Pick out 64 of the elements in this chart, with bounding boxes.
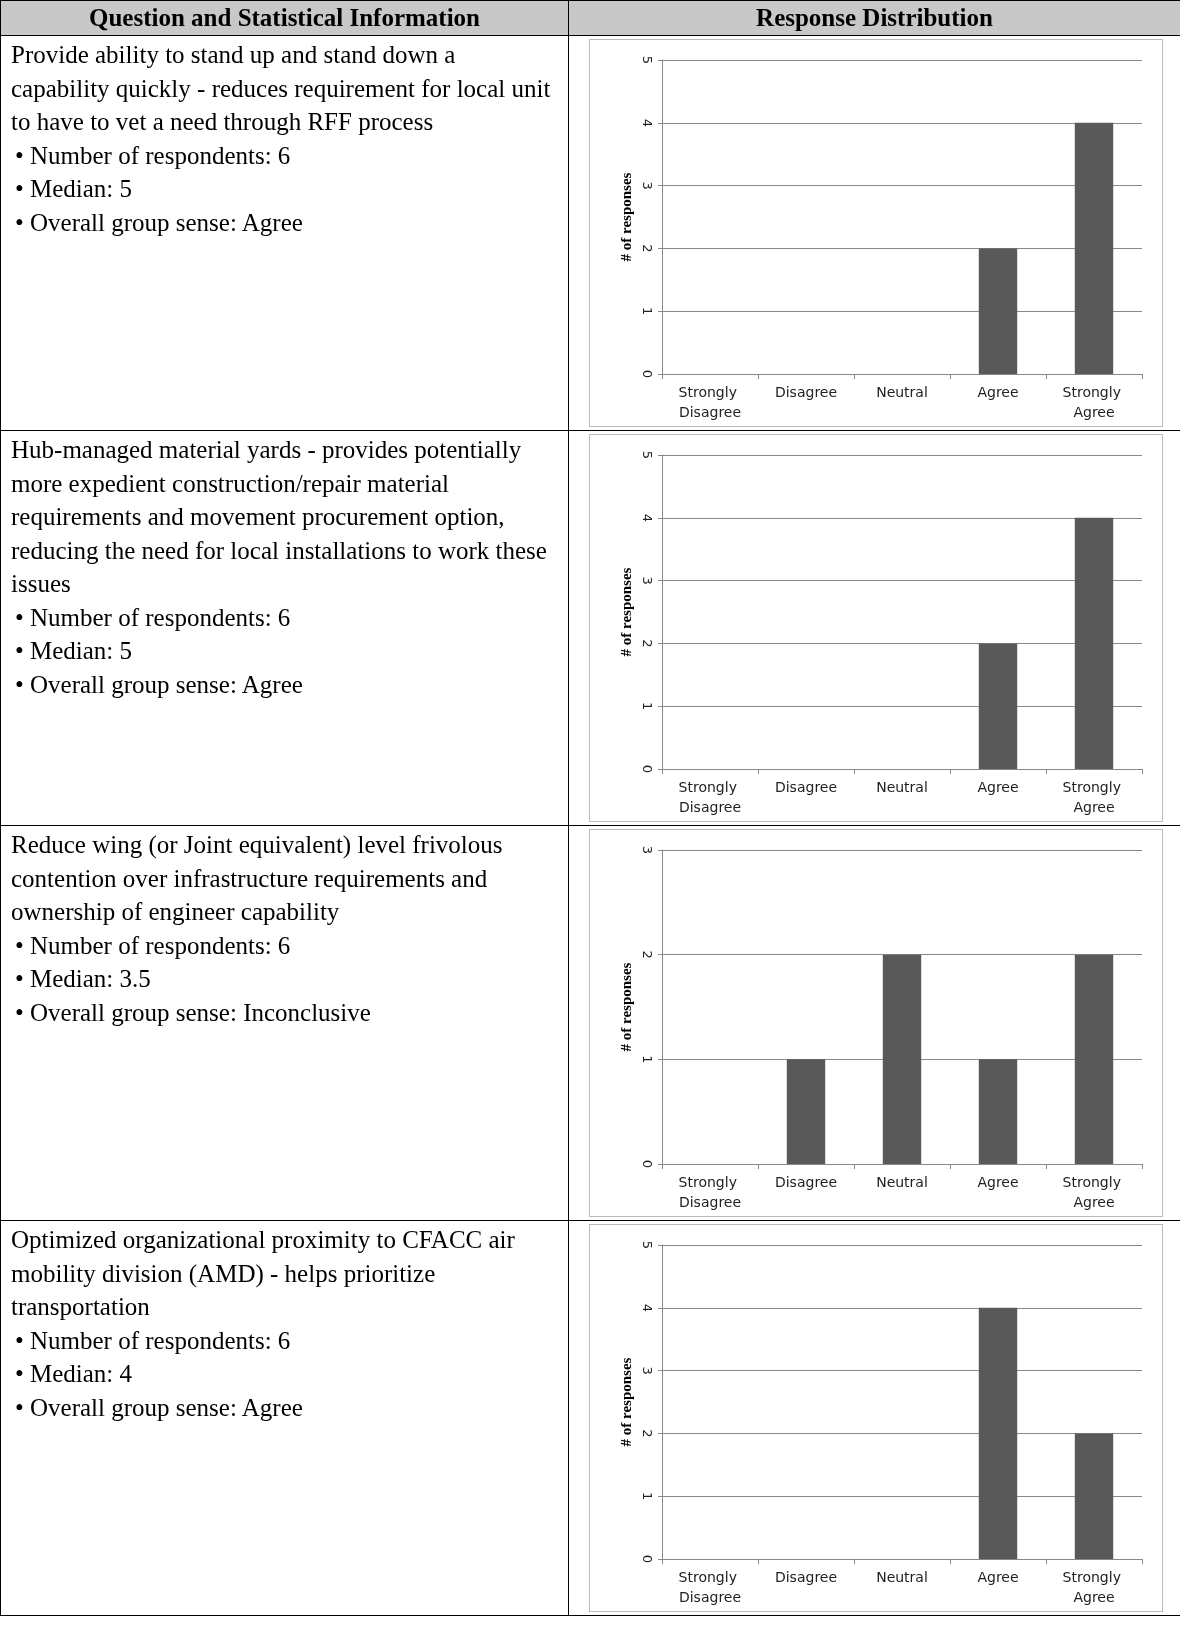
text: • Overall group sense: Inconclusive	[15, 997, 372, 1028]
x-tick-label: Disagree	[774, 779, 838, 795]
y-axis-title: # of responses	[617, 567, 634, 657]
x-tick-label: Strongly Disagree	[678, 779, 742, 815]
text: Optimized organizational proximity to CFACC air mobility division (AMD) - helps prioritize transportation	[11, 1225, 516, 1322]
y-tick-label: 0	[640, 1554, 655, 1564]
x-tick-label: Agree	[977, 1174, 1019, 1190]
x-tick-label: Strongly Agree	[1062, 779, 1126, 815]
y-tick-label: 4	[640, 118, 655, 127]
y-tick-label: 2	[640, 639, 655, 648]
text: • Number of respondents: 6	[15, 930, 292, 961]
text: • Median: 4	[15, 1359, 134, 1389]
x-tick-label: Neutral	[876, 384, 928, 400]
y-axis-title: # of responses	[617, 1357, 634, 1447]
x-tick-label: Strongly Disagree	[678, 384, 742, 420]
text: • Median: 5	[15, 636, 134, 666]
y-axis-title: # of responses	[617, 962, 634, 1052]
text: Response Distribution	[568, 0, 1180, 36]
y-tick-label: 5	[640, 1240, 655, 1250]
y-tick-label: 1	[640, 1055, 655, 1064]
y-tick-label: 2	[640, 950, 655, 959]
y-tick-label: 3	[640, 845, 655, 855]
text: Reduce wing (or Joint equivalent) level frivolous contention over infrastructure requirements and ownership of engineer capability	[11, 830, 504, 927]
y-tick-label: 1	[640, 1492, 655, 1501]
x-tick-label: Strongly Agree	[1062, 1174, 1126, 1210]
text: Hub-managed material yards - provides potentially more expedient construction/repair material requirements and movement procurement option, reducing the need for local installations to work these issues	[11, 435, 548, 599]
y-tick-label: 0	[640, 1159, 655, 1169]
y-tick-label: 4	[640, 1303, 655, 1312]
text: • Median: 3.5	[15, 964, 152, 994]
y-tick-label: 5	[640, 55, 655, 65]
y-tick-label: 3	[640, 1366, 655, 1375]
x-tick-label: Agree	[977, 779, 1019, 795]
x-tick-label: Disagree	[774, 1569, 838, 1585]
y-axis-title: # of responses	[617, 172, 634, 262]
text: • Number of respondents: 6	[15, 1325, 292, 1356]
x-tick-label: Neutral	[876, 1174, 928, 1190]
y-tick-label: 2	[640, 244, 655, 253]
y-tick-label: 0	[640, 764, 655, 774]
x-tick-label: Agree	[977, 1569, 1019, 1585]
text: • Number of respondents: 6	[15, 140, 292, 171]
x-tick-label: Strongly Disagree	[678, 1174, 742, 1210]
x-tick-label: Strongly Agree	[1062, 1569, 1126, 1605]
y-tick-label: 3	[640, 576, 655, 585]
y-tick-label: 1	[640, 307, 655, 316]
x-tick-label: Strongly Agree	[1062, 384, 1126, 420]
x-tick-label: Strongly Disagree	[678, 1569, 742, 1605]
y-tick-label: 5	[640, 450, 655, 460]
text: • Median: 5	[15, 174, 134, 204]
y-tick-label: 3	[640, 181, 655, 190]
text: • Overall group sense: Agree	[15, 669, 304, 700]
y-tick-label: 1	[640, 702, 655, 711]
text: Provide ability to stand up and stand down a capability quickly - reduces requirement for local unit to have to vet a need through RFF process	[11, 40, 552, 137]
x-tick-label: Neutral	[876, 1569, 928, 1585]
text: • Overall group sense: Agree	[15, 207, 304, 238]
text: • Overall group sense: Agree	[15, 1392, 304, 1423]
x-tick-label: Neutral	[876, 779, 928, 795]
y-tick-label: 2	[640, 1429, 655, 1438]
text: Question and Statistical Information	[0, 0, 569, 36]
y-tick-label: 0	[640, 369, 655, 379]
y-tick-label: 4	[640, 513, 655, 522]
x-tick-label: Disagree	[774, 1174, 838, 1190]
x-tick-label: Disagree	[774, 384, 838, 400]
x-tick-label: Agree	[977, 384, 1019, 400]
text: • Number of respondents: 6	[15, 602, 292, 633]
